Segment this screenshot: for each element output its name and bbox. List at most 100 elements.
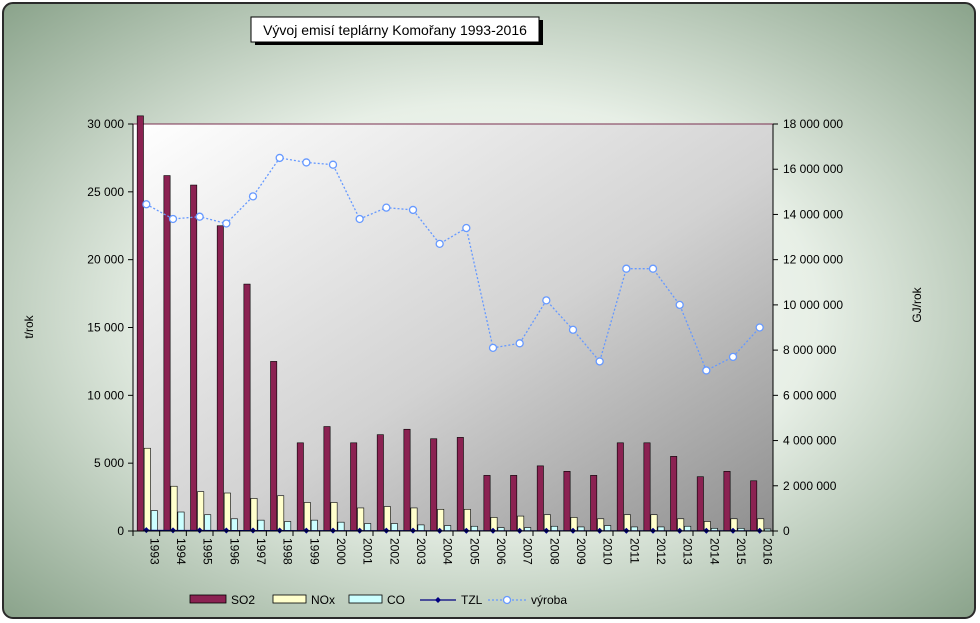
legend-label: TZL [461,593,483,607]
x-tick-label: 2016 [761,538,775,565]
y2-tick-label: 4 000 000 [783,434,837,448]
x-tick-label: 2015 [734,538,748,565]
point-vyroba-2005 [462,223,471,233]
bar-nox-2002 [383,506,391,532]
plot-area [132,123,774,532]
y2-tick-label: 10 000 000 [783,298,843,312]
bar-co-2001 [364,523,372,532]
bar-so2-2010 [590,475,598,532]
x-tick-label: 2008 [547,538,561,565]
bar-nox-2001 [357,507,365,532]
point-vyroba-2009 [568,325,578,334]
y-tick-label: 0 [117,524,124,538]
series-vyroba-line [146,157,761,372]
point-tzl-1993 [143,527,150,534]
bar-so2-2008 [536,465,544,532]
point-tzl-1995 [196,527,203,534]
legend-swatch [189,594,227,604]
bar-co-1995 [204,514,212,532]
y2-tick-label: 8 000 000 [783,343,837,357]
x-tick-label: 2004 [441,538,455,565]
bar-so2-2013 [670,456,678,532]
point-vyroba-2013 [675,300,684,310]
point-vyroba-1999 [302,158,311,167]
legend-label: výroba [531,593,567,607]
x-tick-label: 1994 [174,538,188,565]
bar-so2-1996 [216,225,224,532]
point-vyroba-2001 [355,214,364,224]
x-tick-label: 2009 [574,538,588,565]
point-vyroba-1997 [248,192,258,201]
bar-nox-1996 [223,492,231,532]
y-tick-label: 30 000 [87,117,124,131]
x-tick-label: 1996 [227,538,241,565]
bar-nox-2004 [437,508,445,532]
point-tzl-1996 [223,527,230,534]
legend-item-co: CO [348,593,405,607]
bar-co-1998 [284,521,292,532]
point-vyroba-2016 [755,323,764,332]
point-vyroba-2012 [648,264,658,273]
x-tick-label: 1999 [307,538,321,565]
point-tzl-1998 [276,527,283,534]
legend-swatch [348,594,383,604]
point-vyroba-1993 [142,200,151,209]
point-tzl-1997 [250,527,256,534]
x-tick-label: 1995 [201,538,215,565]
point-vyroba-2015 [728,352,738,362]
x-tick-label: 2006 [494,538,508,565]
bar-nox-2012 [650,514,658,532]
bar-so2-2001 [350,442,358,532]
legend-item-tzl: TZL [420,593,483,607]
x-tick-label: 1997 [254,538,268,565]
y-axis-label: t/rok [22,314,36,338]
chart-title-box: Vývoj emisí teplárny Komořany 1993-2016 [250,16,543,45]
y-tick-label: 20 000 [87,253,124,267]
x-tick-label: 2000 [334,538,348,565]
x-tick-label: 2005 [467,538,481,565]
chart-title: Vývoj emisí teplárny Komořany 1993-2016 [263,22,527,38]
bar-so2-1993 [136,115,144,532]
x-tick-label: 1998 [281,538,295,565]
legend-item-so2: SO2 [189,593,255,607]
point-tzl-1994 [170,527,176,534]
point-vyroba-2006 [488,343,498,353]
bar-nox-1999 [303,502,311,532]
y-tick-label: 5 000 [94,456,124,470]
bar-so2-2006 [483,475,491,532]
bar-nox-2000 [330,502,338,532]
y2-tick-label: 0 [783,524,790,538]
bar-nox-2008 [543,514,551,532]
point-vyroba-2011 [622,264,631,273]
point-vyroba-2010 [595,357,604,366]
bar-so2-1995 [190,184,198,532]
point-vyroba-1994 [168,214,178,224]
bar-co-2010 [604,525,612,532]
x-tick-label: 2014 [707,538,721,565]
x-tick-label: 2002 [387,538,401,565]
bar-nox-1997 [250,498,258,532]
point-vyroba-2003 [408,205,418,215]
bar-co-1999 [310,519,318,532]
right-axis-ticks: 0 2 000 000 4 000 000 6 000 000 8 000 000 10 … [773,117,843,538]
bar-so2-1999 [296,442,304,532]
bar-co-1997 [257,519,265,532]
y-tick-label: 25 000 [87,185,124,199]
x-tick-label: 2001 [361,538,375,565]
y2-tick-label: 16 000 000 [783,162,843,176]
bar-co-2003 [417,524,425,532]
bar-so2-2007 [510,475,518,532]
bar-so2-2009 [563,471,571,532]
y2-axis-label: GJ/rok [910,286,924,322]
bar-nox-1995 [197,491,205,532]
bar-so2-2004 [430,438,438,532]
bar-co-1993 [150,510,158,532]
bar-so2-1997 [243,283,251,532]
legend-marker [435,597,441,603]
x-axis-ticks: 1993 1994 1995 1996 1997 1998 1999 2000 2001 2002… [132,531,775,565]
x-tick-label: 2003 [414,538,428,565]
y-tick-label: 10 000 [87,388,124,402]
legend-label: NOx [311,593,335,607]
point-vyroba-2002 [382,203,391,212]
point-vyroba-2004 [435,239,444,248]
